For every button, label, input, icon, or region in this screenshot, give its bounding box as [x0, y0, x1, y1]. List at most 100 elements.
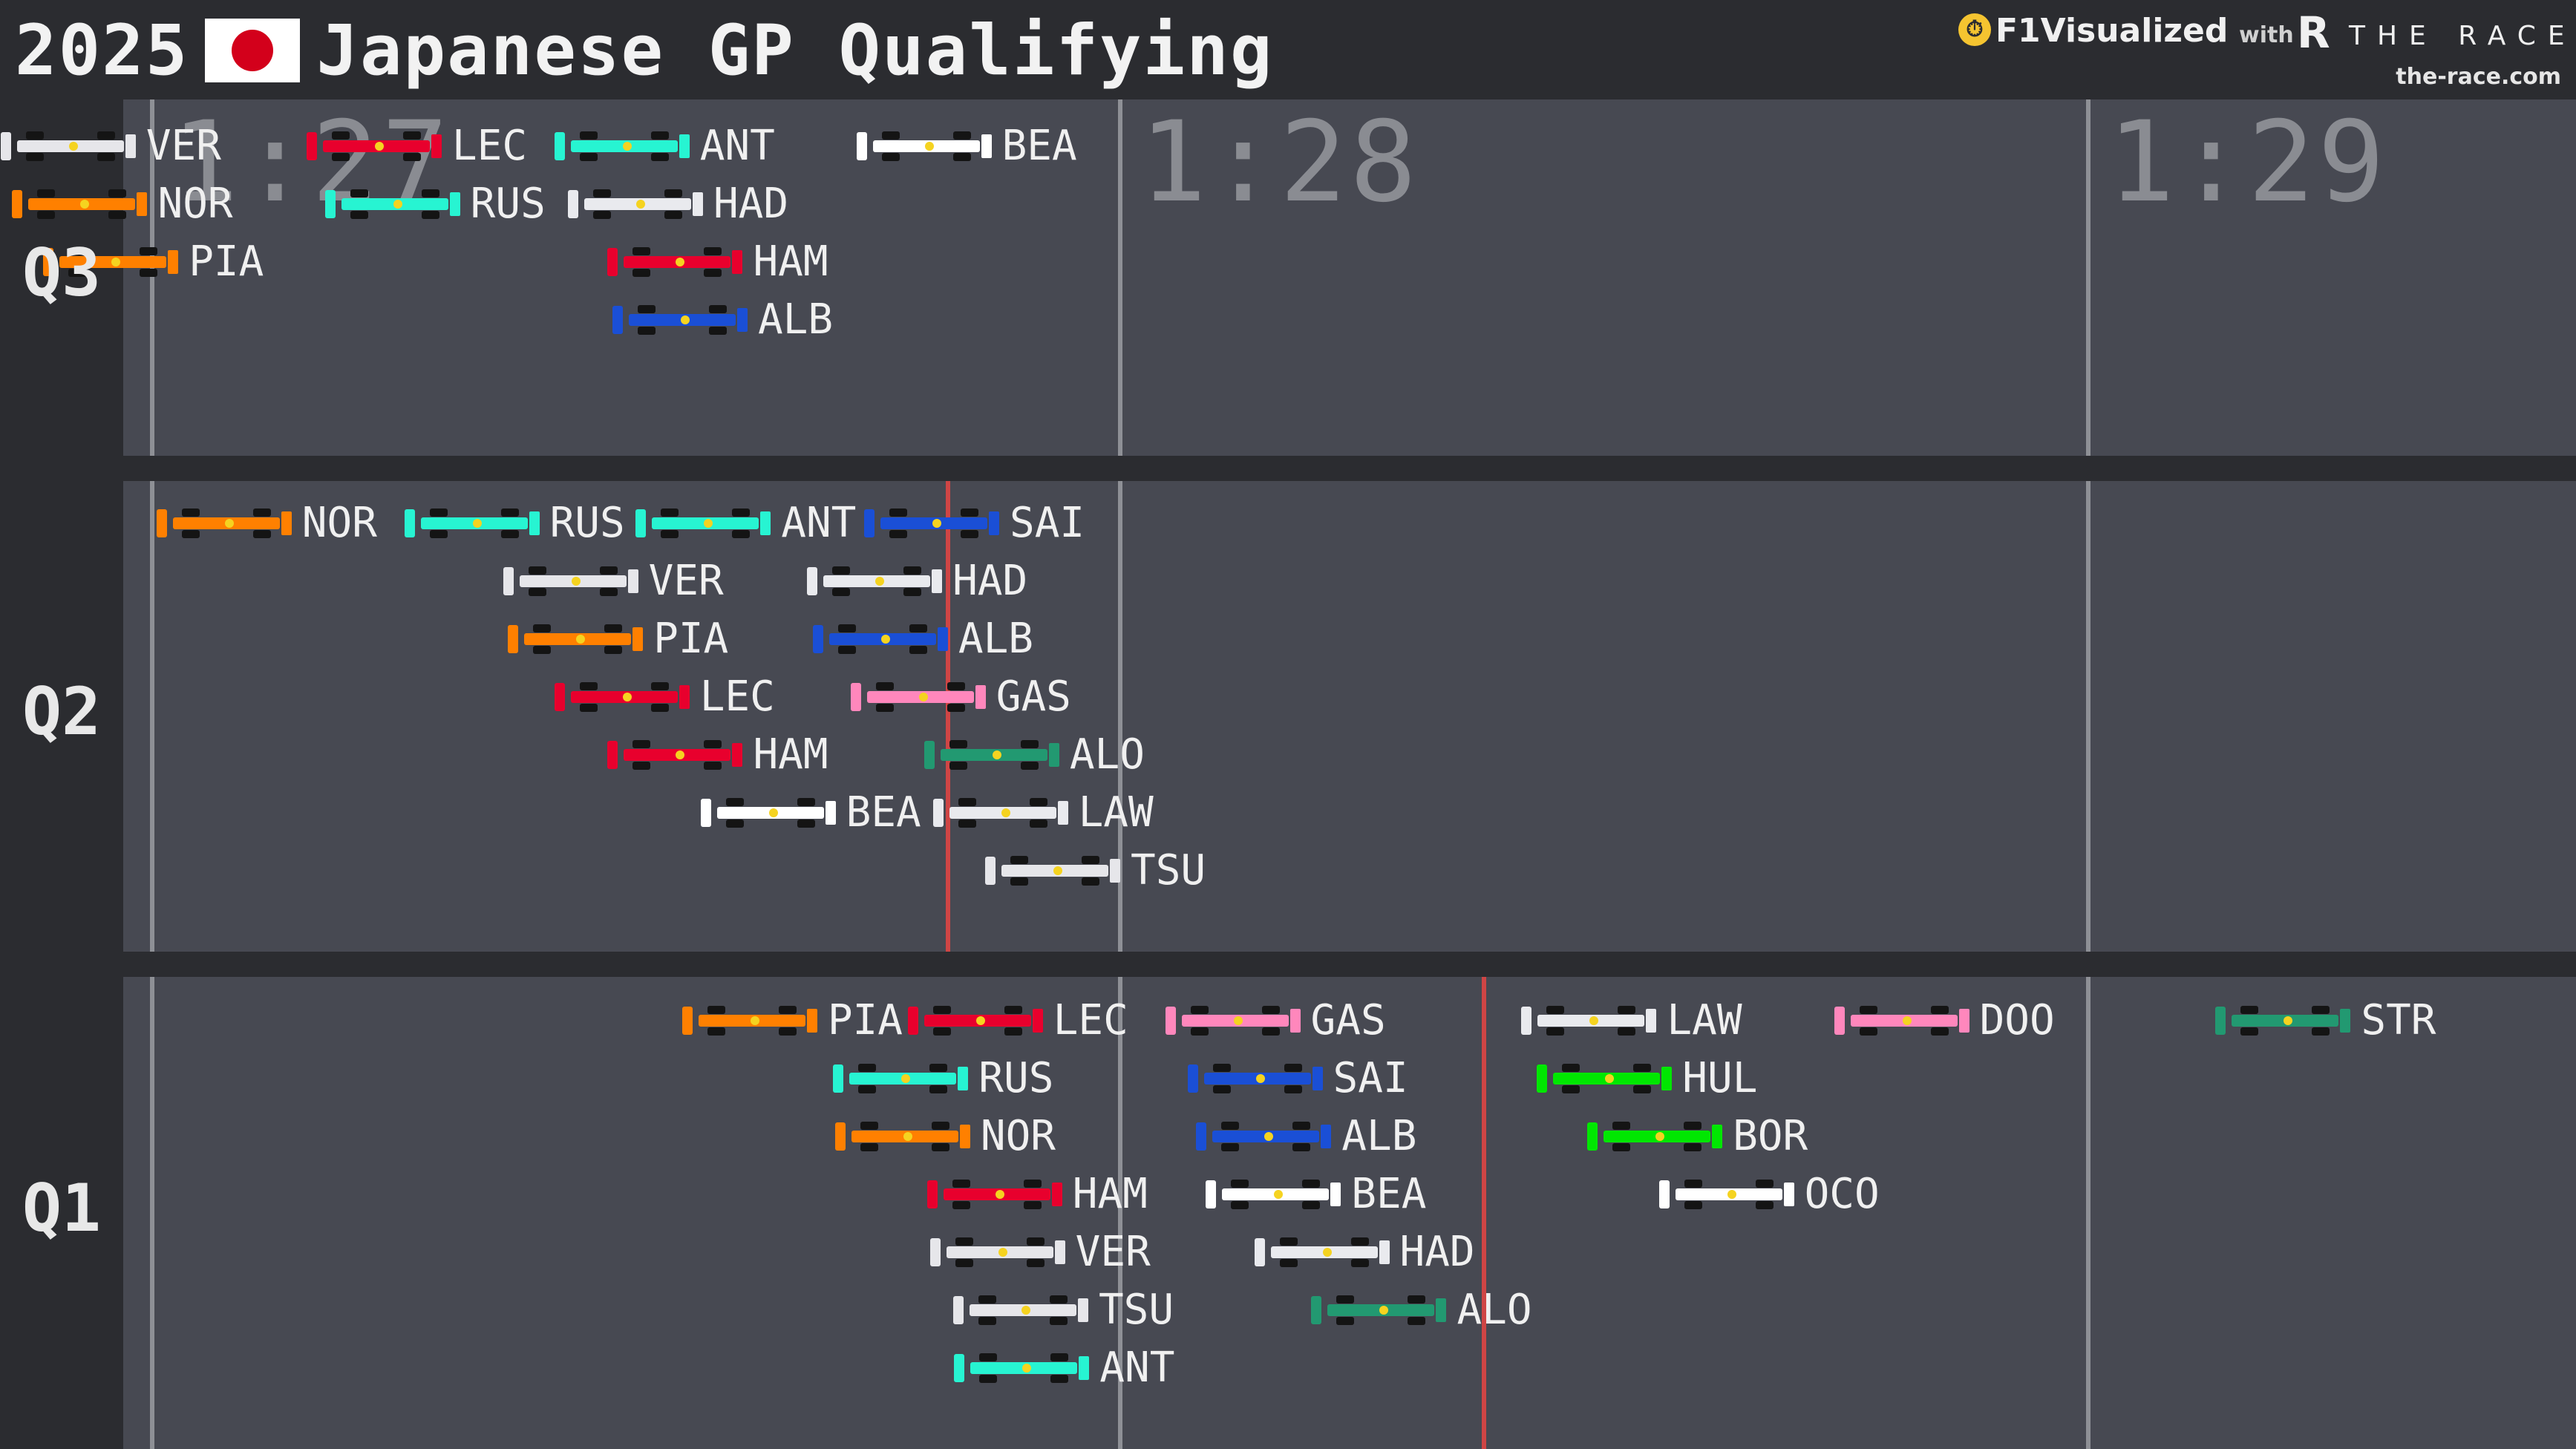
- driver-code: TSU: [1098, 1286, 1174, 1334]
- driver-code: DOO: [1979, 996, 2055, 1044]
- front-wing: [833, 1064, 844, 1093]
- tyre: [1029, 798, 1047, 806]
- tyre: [707, 1006, 725, 1014]
- front-wing: [907, 1007, 918, 1035]
- tyre: [2240, 1006, 2259, 1014]
- gridline: [150, 481, 154, 952]
- driver-helmet: [1001, 808, 1010, 817]
- driver-entry-sai: SAI: [864, 499, 1085, 548]
- tyre: [1020, 762, 1039, 770]
- driver-entry-ver: VER: [929, 1228, 1151, 1277]
- driver-entry-ham: HAM: [926, 1170, 1148, 1219]
- car-icon: [503, 566, 638, 597]
- tyre: [421, 189, 439, 197]
- front-wing: [812, 625, 823, 653]
- car-icon: [1587, 1121, 1723, 1152]
- tyre: [1859, 1027, 1877, 1036]
- the-race-logo: R: [2297, 7, 2330, 58]
- session-label: Q2: [22, 673, 101, 750]
- tyre: [1231, 1201, 1249, 1209]
- panel-q2: NOR RUS VER PIA LEC HAM ANT BEA HAD ALB GAS SAI ALO L…: [123, 481, 2576, 952]
- car-icon: [43, 246, 179, 278]
- driver-helmet: [1605, 1074, 1615, 1083]
- tyre: [2312, 1006, 2330, 1014]
- rear-wing: [806, 1009, 817, 1033]
- tyre: [1026, 1259, 1045, 1267]
- tyre: [958, 798, 976, 806]
- driver-entry-alo: ALO: [1311, 1286, 1532, 1335]
- tyre: [1408, 1295, 1426, 1304]
- tyre: [858, 1064, 877, 1072]
- car-icon: [923, 739, 1059, 771]
- rear-wing: [1330, 1183, 1341, 1206]
- tyre: [650, 682, 669, 690]
- driver-entry-nor: NOR: [12, 180, 233, 229]
- tyre: [732, 508, 751, 517]
- driver-helmet: [975, 1016, 985, 1025]
- driver-code: LEC: [699, 673, 775, 721]
- tyre: [1221, 1143, 1240, 1151]
- tyre: [778, 1006, 797, 1014]
- driver-entry-pia: PIA: [681, 996, 903, 1045]
- driver-code: PIA: [189, 238, 264, 286]
- driver-helmet: [924, 142, 934, 151]
- tyre: [1023, 1180, 1042, 1188]
- tyre: [929, 1085, 948, 1093]
- driver-helmet: [111, 258, 121, 266]
- driver-code: LAW: [1078, 788, 1154, 837]
- tyre: [37, 211, 56, 219]
- tyre: [961, 530, 978, 538]
- tyre: [1408, 1317, 1426, 1325]
- driver-code: NOR: [980, 1112, 1056, 1160]
- tyre: [958, 820, 976, 828]
- panel-q1: PIA RUS NOR LEC HAM VER TSU ANT GAS SAI ALB BEA HAD A…: [123, 977, 2576, 1449]
- front-wing: [635, 509, 647, 537]
- tyre: [1302, 1180, 1321, 1188]
- tyre: [1212, 1085, 1231, 1093]
- tyre: [889, 530, 907, 538]
- tyre: [402, 153, 421, 161]
- tyre: [1562, 1064, 1580, 1072]
- tyre: [650, 704, 669, 712]
- driver-entry-bea: BEA: [856, 122, 1077, 171]
- rear-wing: [529, 511, 540, 535]
- tyre: [637, 327, 656, 335]
- front-wing: [864, 509, 875, 537]
- front-wing: [1206, 1180, 1217, 1208]
- car-icon: [2215, 1005, 2351, 1036]
- driver-code: HAD: [1399, 1228, 1475, 1276]
- tyre: [500, 530, 519, 538]
- gridline: [150, 977, 154, 1449]
- tyre: [1082, 877, 1099, 886]
- rear-wing: [1321, 1125, 1332, 1148]
- front-wing: [306, 132, 317, 160]
- gridline: [1118, 977, 1122, 1449]
- front-wing: [1187, 1064, 1198, 1093]
- car-icon: [952, 1295, 1088, 1326]
- driver-entry-rus: RUS: [324, 180, 546, 229]
- front-wing: [2215, 1007, 2226, 1035]
- driver-helmet: [918, 693, 928, 701]
- rear-wing: [281, 511, 292, 535]
- tyre: [2312, 1027, 2330, 1036]
- tyre: [579, 682, 598, 690]
- rear-wing: [958, 1067, 969, 1090]
- driver-entry-doo: DOO: [1834, 996, 2055, 1045]
- tyre: [1336, 1295, 1355, 1304]
- driver-entry-hul: HUL: [1537, 1054, 1757, 1103]
- tyre: [604, 624, 623, 632]
- car-icon: [700, 797, 836, 828]
- tyre: [331, 153, 350, 161]
- driver-helmet: [995, 1190, 1004, 1199]
- tyre: [875, 704, 894, 712]
- tyre: [1612, 1122, 1631, 1130]
- driver-helmet: [992, 750, 1001, 759]
- rear-wing: [981, 134, 992, 158]
- driver-code: HAM: [753, 730, 828, 779]
- tyre: [108, 189, 127, 197]
- driver-code: ALO: [1069, 730, 1145, 779]
- tyre: [1350, 1237, 1369, 1246]
- rear-wing: [937, 627, 948, 651]
- rear-wing: [959, 1125, 970, 1148]
- car-icon: [156, 508, 292, 539]
